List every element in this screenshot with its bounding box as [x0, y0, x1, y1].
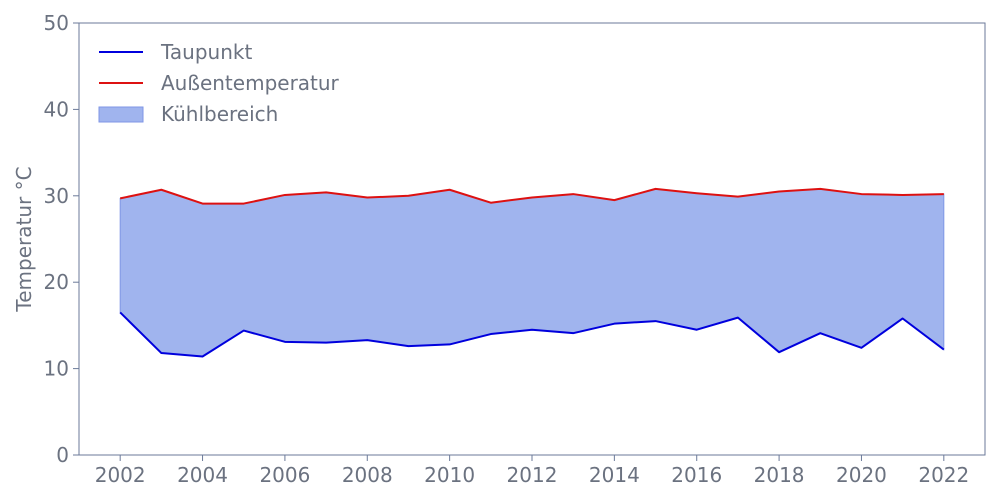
x-tick-label: 2004 [177, 463, 228, 487]
y-axis-title: Temperatur °C [12, 166, 36, 312]
x-tick-label: 2022 [918, 463, 969, 487]
x-axis: 2002 2004 2006 2008 2010 2012 2014 2016 2018 2020… [95, 455, 969, 487]
x-tick-label: 2002 [95, 463, 146, 487]
legend-label: Taupunkt [160, 40, 252, 64]
x-tick-label: 2014 [589, 463, 640, 487]
y-tick-label: 40 [44, 97, 69, 121]
legend-label: Außentemperatur [161, 71, 340, 95]
legend: Taupunkt Außentemperatur Kühlbereich [98, 40, 340, 126]
x-tick-label: 2010 [424, 463, 475, 487]
y-tick-label: 20 [44, 270, 69, 294]
y-tick-label: 0 [56, 443, 69, 467]
legend-swatch [98, 106, 144, 123]
x-tick-label: 2012 [507, 463, 558, 487]
y-axis: 0 10 20 30 40 50 [44, 11, 79, 467]
x-tick-label: 2006 [259, 463, 310, 487]
lines-layer [119, 187, 945, 358]
x-tick-label: 2008 [342, 463, 393, 487]
y-tick-label: 10 [44, 357, 69, 381]
legend-label: Kühlbereich [161, 102, 278, 126]
x-tick-label: 2016 [671, 463, 722, 487]
x-tick-label: 2020 [836, 463, 887, 487]
y-tick-label: 30 [44, 184, 69, 208]
x-tick-label: 2018 [754, 463, 805, 487]
y-tick-label: 50 [44, 11, 69, 35]
